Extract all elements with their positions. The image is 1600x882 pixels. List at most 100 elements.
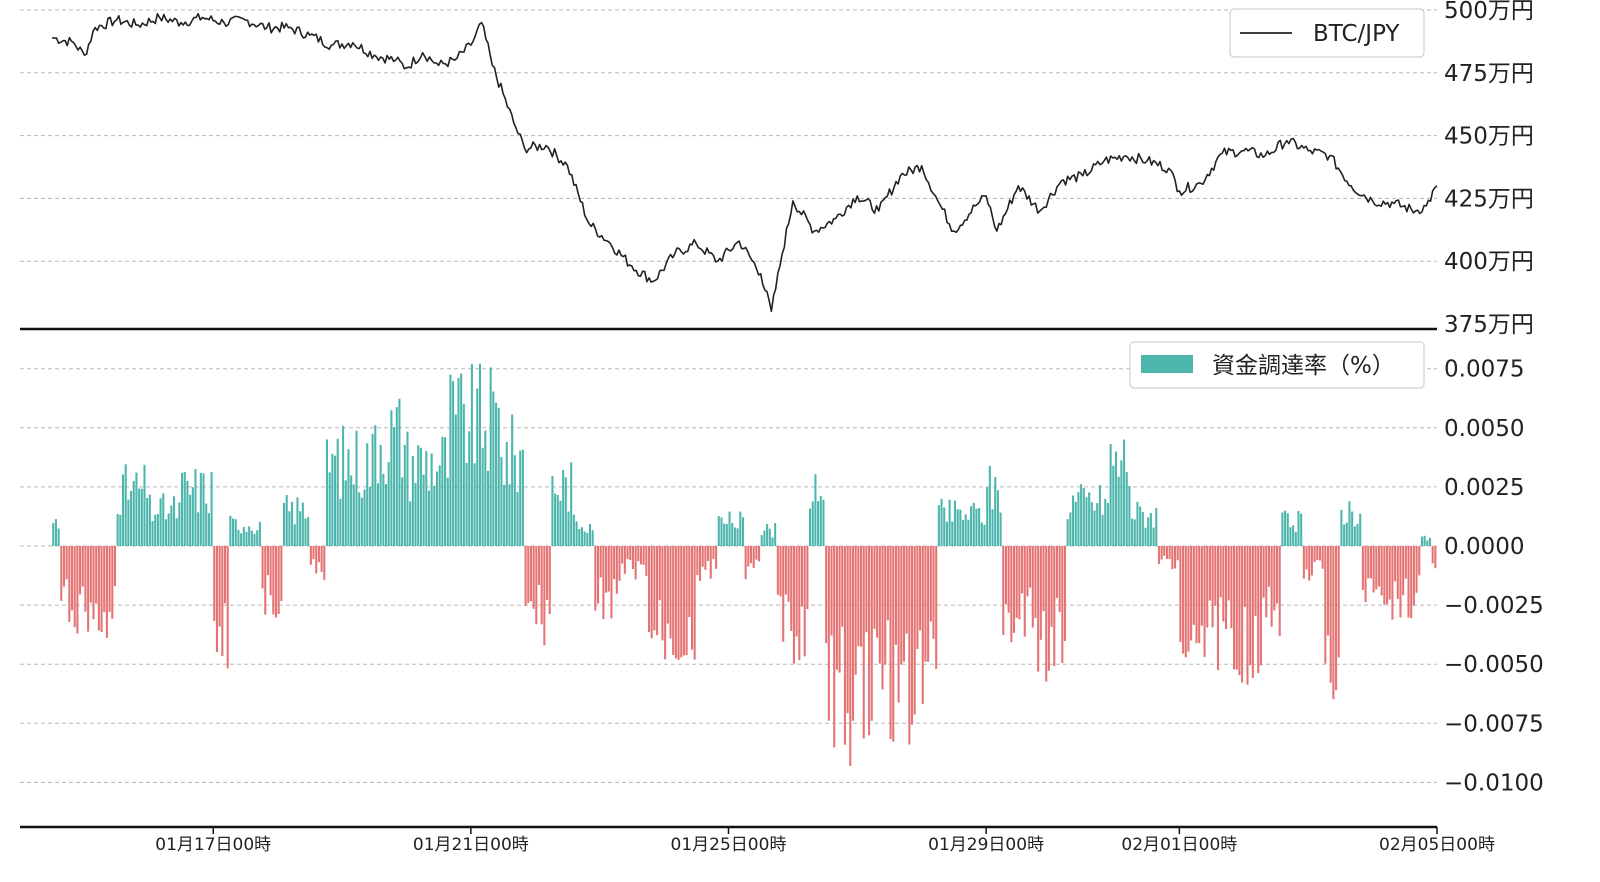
funding-rate-bar bbox=[800, 546, 804, 607]
funding-rate-bar bbox=[894, 546, 897, 645]
funding-rate-bar bbox=[787, 546, 790, 602]
funding-rate-bar bbox=[1007, 546, 1010, 613]
funding-rate-bar bbox=[325, 439, 329, 546]
funding-rate-bar bbox=[1190, 546, 1193, 641]
funding-rate-bar bbox=[860, 546, 863, 647]
funding-rate-bar bbox=[135, 472, 138, 546]
funding-rate-bar bbox=[658, 546, 661, 601]
funding-rate-bar bbox=[682, 546, 685, 656]
funding-rate-bar bbox=[478, 363, 481, 546]
funding-rate-bar bbox=[1219, 546, 1222, 598]
funding-rate-bar bbox=[776, 546, 779, 595]
funding-rate-bar bbox=[154, 514, 157, 546]
funding-rate-bar bbox=[833, 546, 836, 748]
funding-rate-bar bbox=[186, 480, 189, 546]
funding-rate-bar bbox=[830, 546, 833, 636]
funding-rate-bar bbox=[344, 480, 347, 546]
funding-rate-bar bbox=[1233, 546, 1236, 670]
funding-rate-bar bbox=[548, 546, 551, 615]
funding-rate-bar bbox=[328, 472, 331, 546]
funding-rate-bar bbox=[215, 546, 218, 652]
funding-rate-bar bbox=[358, 492, 361, 546]
funding-rate-bar bbox=[505, 442, 508, 546]
funding-rate-bar bbox=[1029, 546, 1032, 588]
x-tick-label: 02月01日00時 bbox=[1121, 835, 1237, 855]
funding-rate-bar bbox=[52, 523, 55, 546]
funding-rate-bar bbox=[1128, 485, 1131, 546]
funding-rate-bar bbox=[1050, 546, 1053, 627]
price-y-tick-label: 500万円 bbox=[1444, 0, 1534, 24]
funding-rate-bar bbox=[1324, 546, 1327, 664]
funding-rate-bar bbox=[1305, 546, 1308, 570]
funding-rate-bar bbox=[559, 500, 562, 546]
funding-rate-bar bbox=[1372, 546, 1375, 593]
funding-rate-bar bbox=[202, 473, 205, 546]
funding-rate-bar bbox=[650, 546, 653, 639]
funding-rate-bar bbox=[1404, 546, 1407, 579]
funding-rate-bar bbox=[1114, 451, 1118, 546]
funding-rate-bar bbox=[84, 546, 87, 612]
funding-rate-bar bbox=[497, 407, 500, 546]
funding-rate-bar bbox=[613, 546, 616, 580]
btc-jpy-price-line bbox=[51, 12, 1438, 313]
funding-rate-bar bbox=[688, 546, 691, 618]
funding-rate-bar bbox=[258, 521, 261, 546]
funding-rate-bar bbox=[422, 474, 425, 546]
funding-rate-bar bbox=[1015, 546, 1018, 618]
funding-rate-bar bbox=[1123, 439, 1126, 546]
funding-rate-bar bbox=[674, 546, 677, 659]
funding-rate-bar bbox=[1329, 546, 1332, 683]
funding-rate-bar bbox=[347, 449, 350, 546]
funding-rate-bar bbox=[521, 449, 524, 546]
funding-rate-bar bbox=[473, 463, 476, 546]
funding-rate-bar bbox=[602, 546, 605, 620]
funding-rate-bar bbox=[1361, 546, 1364, 590]
funding-rate-bar bbox=[1184, 546, 1187, 658]
funding-rate-bar bbox=[1249, 546, 1252, 666]
funding-rate-bar bbox=[1418, 546, 1421, 576]
funding-rate-bar bbox=[54, 519, 57, 546]
funding-rate-bar bbox=[892, 546, 895, 742]
price-y-tick-label: 400万円 bbox=[1444, 249, 1534, 275]
funding-rate-bar bbox=[1246, 546, 1249, 685]
funding-rate-bar bbox=[97, 546, 100, 631]
funding-rate-bar bbox=[631, 546, 634, 570]
funding-rate-bar bbox=[905, 546, 908, 634]
funding-rate-bar bbox=[717, 516, 720, 546]
funding-rate-bar bbox=[811, 501, 814, 546]
funding-rate-bar bbox=[672, 546, 675, 655]
funding-rate-bar bbox=[164, 519, 167, 546]
funding-rate-bar bbox=[1386, 546, 1389, 605]
funding-rate-bar bbox=[307, 517, 310, 546]
funding-rate-bar bbox=[841, 546, 844, 627]
funding-rate-bar bbox=[1224, 546, 1228, 629]
price-y-tick-label: 450万円 bbox=[1444, 124, 1534, 150]
funding-rate-bar bbox=[580, 527, 583, 546]
funding-rate-bar bbox=[540, 546, 543, 625]
funding-rate-bar bbox=[336, 438, 339, 546]
funding-rate-bar bbox=[1326, 546, 1330, 636]
funding-rate-bar bbox=[1165, 546, 1169, 559]
funding-rate-bar bbox=[886, 546, 889, 621]
funding-rate-bar bbox=[226, 546, 229, 669]
funding-rate-bar bbox=[1356, 523, 1359, 546]
funding-rate-bar bbox=[731, 522, 734, 546]
funding-rate-bar bbox=[183, 472, 186, 546]
funding-rate-bar bbox=[95, 546, 98, 604]
x-axis-ticks: 01月17日00時 01月21日00時 01月25日00時 01月29日00時 02月0… bbox=[155, 827, 1495, 855]
funding-rate-bar bbox=[666, 546, 669, 624]
funding-rate-bar bbox=[806, 546, 809, 610]
funding-rate-bar bbox=[967, 519, 970, 546]
funding-rate-bar bbox=[301, 502, 304, 546]
funding-y-tick-label: 0.0050 bbox=[1444, 416, 1524, 442]
funding-y-tick-label: −0.0050 bbox=[1444, 652, 1544, 678]
funding-rate-bar bbox=[535, 546, 538, 625]
funding-rate-bar bbox=[953, 500, 957, 546]
funding-rate-bar bbox=[715, 546, 718, 569]
funding-rate-bar bbox=[393, 427, 396, 546]
funding-rate-bar bbox=[1157, 546, 1160, 565]
funding-rate-bar bbox=[527, 546, 530, 603]
funding-rate-bar bbox=[1034, 546, 1037, 619]
funding-rate-bar bbox=[1431, 546, 1434, 564]
funding-rate-bar bbox=[1090, 502, 1093, 546]
